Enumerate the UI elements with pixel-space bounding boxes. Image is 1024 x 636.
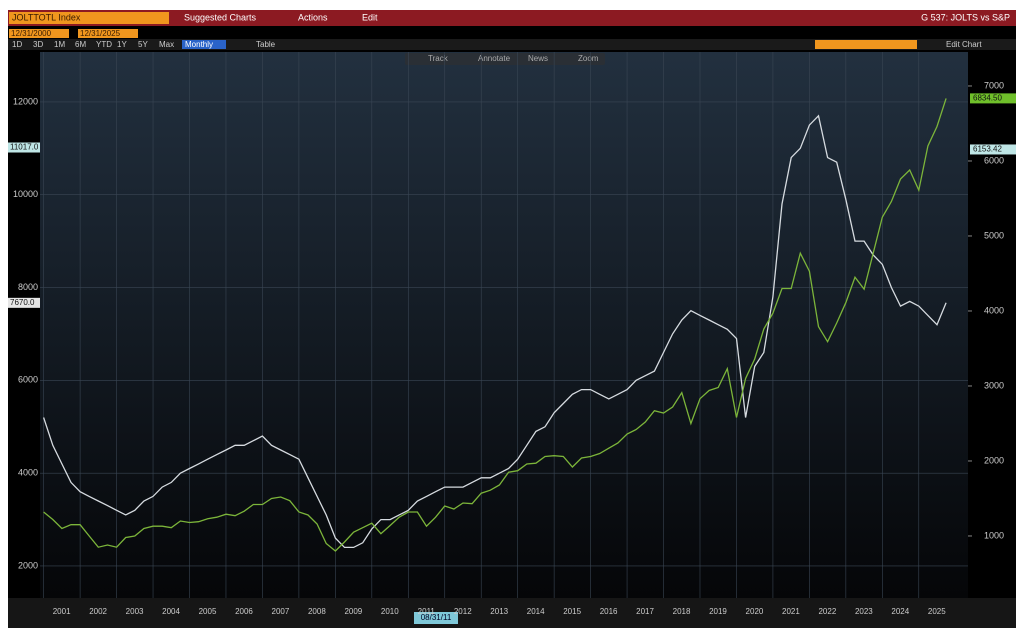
- tool-bar: [405, 53, 605, 65]
- x-tick-label: 2022: [818, 607, 836, 616]
- period[interactable]: 5Y: [138, 40, 148, 49]
- left-axis: [8, 52, 40, 598]
- x-tick-label: 2006: [235, 607, 253, 616]
- header-bar: [8, 10, 1016, 26]
- chart-name: G 537: JOLTS vs S&P: [921, 12, 1010, 22]
- flag-label: 6834.50: [973, 93, 1002, 102]
- menu[interactable]: Actions: [298, 12, 328, 22]
- frequency[interactable]: Monthly: [185, 40, 213, 49]
- period[interactable]: 1D: [12, 40, 22, 49]
- right-axis: [968, 52, 1016, 598]
- x-tick-label: 2021: [782, 607, 800, 616]
- menu[interactable]: Edit: [362, 12, 378, 22]
- period[interactable]: 3D: [33, 40, 43, 49]
- y2-tick-label: 7000: [984, 80, 1004, 90]
- edit-chart[interactable]: Edit Chart: [946, 40, 982, 49]
- x-tick-label: 2023: [855, 607, 873, 616]
- period[interactable]: Max: [159, 40, 174, 49]
- tool[interactable]: Track: [428, 54, 449, 63]
- x-tick-label: 2003: [126, 607, 144, 616]
- y-tick-label: 4000: [18, 468, 38, 478]
- series-line: [42, 114, 947, 549]
- start-date[interactable]: 12/31/2000: [11, 29, 52, 38]
- y2-tick-label: 3000: [984, 380, 1004, 390]
- period[interactable]: 6M: [75, 40, 86, 49]
- toolbar: [8, 39, 1016, 50]
- y2-tick-label: 4000: [984, 305, 1004, 315]
- crosshair-box: [414, 612, 458, 624]
- x-tick-label: 2025: [928, 607, 946, 616]
- series-line: [43, 98, 947, 552]
- date-box[interactable]: [78, 29, 138, 38]
- x-tick-label: 2018: [673, 607, 691, 616]
- period[interactable]: YTD: [96, 40, 112, 49]
- tools: Track Annotate News Zoom: [428, 54, 599, 63]
- flag-label: 11017.0: [10, 143, 39, 152]
- x-tick-label: 2024: [891, 607, 909, 616]
- x-tick-label: 2020: [746, 607, 764, 616]
- y2-tick-label: 1000: [984, 530, 1004, 540]
- period[interactable]: 1M: [54, 40, 65, 49]
- y-tick-label: 2000: [18, 560, 38, 570]
- end-date[interactable]: 12/31/2025: [80, 29, 121, 38]
- period[interactable]: 1Y: [117, 40, 127, 49]
- x-tick-label: 2010: [381, 607, 399, 616]
- security[interactable]: JOLTTOTL Index: [12, 12, 81, 22]
- plot-area: [40, 52, 968, 598]
- search-box[interactable]: [815, 40, 917, 49]
- y2-tick-label: 2000: [984, 455, 1004, 465]
- x-tick-label: 2017: [636, 607, 654, 616]
- table[interactable]: Table: [256, 40, 276, 49]
- x-tick-label: 2005: [199, 607, 217, 616]
- x-tick-label: 2011: [418, 607, 436, 616]
- x-tick-label: 2015: [563, 607, 581, 616]
- x-axis: [8, 598, 1016, 628]
- y-tick-label: 10000: [13, 189, 38, 199]
- x-tick-label: 2007: [272, 607, 290, 616]
- frequency-box[interactable]: [182, 40, 226, 49]
- y2-tick-label: 6000: [984, 155, 1004, 165]
- y-tick-label: 6000: [18, 375, 38, 385]
- crosshair-date: 08/31/11: [421, 613, 452, 622]
- date-box[interactable]: [9, 29, 69, 38]
- x-tick-label: 2008: [308, 607, 326, 616]
- flag: [970, 93, 1016, 104]
- flag-label: 6153.42: [973, 145, 1002, 154]
- periods: 1D 3D 1M 6M YTD 1Y 5Y Max: [12, 40, 174, 49]
- x-tick-label: 2019: [709, 607, 727, 616]
- x-tick-label: 2013: [490, 607, 508, 616]
- security-box[interactable]: [9, 12, 169, 24]
- x-tick-label: 2004: [162, 607, 180, 616]
- x-tick-label: 2002: [89, 607, 107, 616]
- y2-tick-label: 5000: [984, 230, 1004, 240]
- menu[interactable]: Suggested Charts: [184, 12, 257, 22]
- y-tick-label: 8000: [18, 282, 38, 292]
- flag: [970, 144, 1016, 155]
- flag-label: 7670.0: [10, 298, 35, 307]
- x-tick-label: 2001: [53, 607, 71, 616]
- tool[interactable]: Zoom: [578, 54, 599, 63]
- x-tick-label: 2012: [454, 607, 472, 616]
- flag: [8, 297, 40, 308]
- tool[interactable]: News: [528, 54, 548, 63]
- tool[interactable]: Annotate: [478, 54, 511, 63]
- x-tick-label: 2014: [527, 607, 545, 616]
- x-tick-label: 2016: [600, 607, 618, 616]
- y-tick-label: 12000: [13, 96, 38, 106]
- x-tick-label: 2009: [344, 607, 362, 616]
- flag: [8, 142, 40, 153]
